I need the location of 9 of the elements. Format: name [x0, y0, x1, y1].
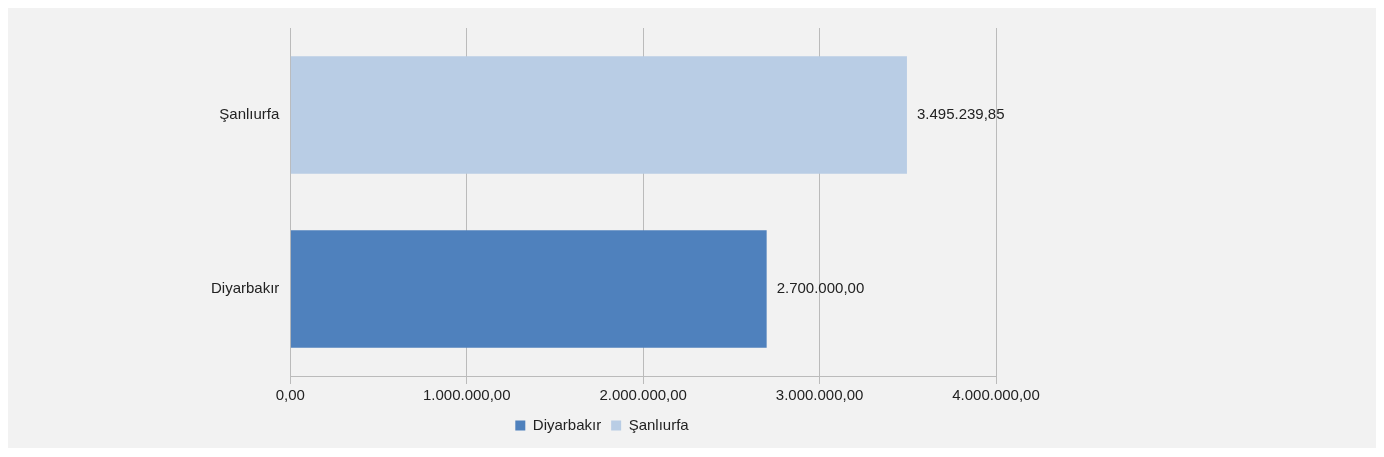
x-tick-label: 1.000.000,00 [422, 386, 511, 404]
x-tick-label: 4.000.000,00 [952, 386, 1040, 404]
data-label: 3.495.239,85 [916, 105, 1005, 123]
x-tick-label: 3.000.000,00 [775, 386, 864, 404]
legend-label: Diyarbakır [532, 415, 602, 433]
legend-label: Şanlıurfa [628, 415, 690, 433]
x-tick-label: 0,00 [275, 386, 305, 404]
x-tick-label: 2.000.000,00 [599, 386, 687, 404]
data-label: 2.700.000,00 [776, 279, 865, 297]
